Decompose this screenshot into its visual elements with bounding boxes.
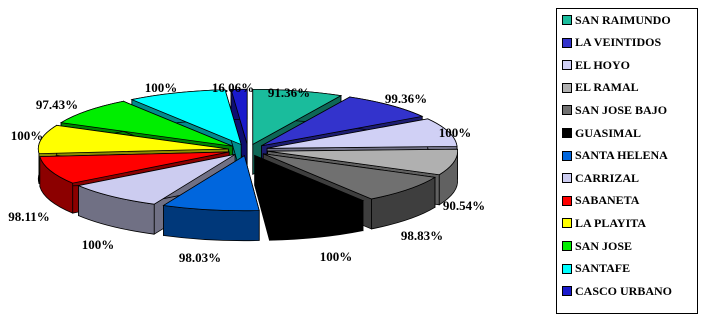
legend-label: EL HOYO bbox=[575, 57, 631, 72]
legend-item: SANTAFE bbox=[562, 261, 630, 277]
data-label: 100% bbox=[145, 80, 178, 95]
data-label: 98.11% bbox=[8, 209, 50, 224]
legend-label: EL RAMAL bbox=[575, 80, 639, 95]
data-label: 100% bbox=[320, 249, 353, 264]
legend-item: EL HOYO bbox=[562, 57, 630, 73]
legend-item: EL RAMAL bbox=[562, 80, 639, 96]
legend-label: CASCO URBANO bbox=[575, 283, 673, 298]
data-label: 100% bbox=[82, 237, 115, 252]
legend-swatch bbox=[562, 82, 572, 93]
legend-label: SAN JOSE bbox=[575, 238, 633, 253]
data-label: 98.03% bbox=[179, 250, 221, 265]
pie-slice-guasimal bbox=[254, 154, 365, 241]
data-label: 90.54% bbox=[443, 198, 485, 213]
data-label: 99.36% bbox=[385, 91, 427, 106]
legend-swatch bbox=[562, 173, 572, 184]
data-label: 100% bbox=[11, 128, 44, 143]
legend-swatch bbox=[562, 195, 572, 206]
legend-item: SAN JOSE BAJO bbox=[562, 102, 667, 118]
legend-item: GUASIMAL bbox=[562, 125, 641, 141]
legend-swatch bbox=[562, 263, 572, 274]
legend-swatch bbox=[562, 150, 572, 161]
legend-item: SANTA HELENA bbox=[562, 148, 668, 164]
legend-item: CARRIZAL bbox=[562, 170, 639, 186]
legend-item: SAN JOSE bbox=[562, 238, 632, 254]
legend-item: CASCO URBANO bbox=[562, 283, 672, 299]
legend-label: SABANETA bbox=[575, 193, 640, 208]
legend-swatch bbox=[562, 241, 572, 251]
legend-item: SABANETA bbox=[562, 193, 639, 209]
data-label: 98.83% bbox=[401, 228, 443, 243]
legend-swatch bbox=[562, 15, 572, 25]
data-label: 100% bbox=[439, 125, 472, 140]
legend-label: SANTA HELENA bbox=[575, 148, 668, 163]
legend: SAN RAIMUNDO LA VEINTIDOS EL HOYO EL RAMAL S… bbox=[556, 8, 698, 314]
legend-item: LA VEINTIDOS bbox=[562, 35, 661, 51]
data-label: 97.43% bbox=[36, 97, 78, 112]
legend-swatch bbox=[562, 37, 572, 48]
legend-label: LA VEINTIDOS bbox=[575, 35, 662, 50]
legend-label: SAN JOSE BAJO bbox=[575, 102, 668, 117]
pie-chart: 91.36% 99.36% 100% 90.54%98.83% 100% 98.03% 10… bbox=[8, 80, 485, 265]
data-label: 91.36% bbox=[268, 85, 310, 100]
legend-swatch bbox=[562, 286, 572, 297]
legend-label: SAN RAIMUNDO bbox=[575, 12, 671, 27]
legend-label: SANTAFE bbox=[575, 261, 631, 276]
legend-label: GUASIMAL bbox=[575, 125, 642, 140]
pie-slice-casco-urbano bbox=[230, 88, 248, 175]
legend-item: SAN RAIMUNDO bbox=[562, 12, 671, 28]
legend-swatch bbox=[562, 60, 572, 71]
legend-item: LA PLAYITA bbox=[562, 215, 646, 231]
legend-swatch bbox=[562, 105, 572, 116]
legend-label: CARRIZAL bbox=[575, 170, 640, 185]
pie-slice-santa-helena bbox=[162, 154, 260, 242]
legend-swatch bbox=[562, 128, 572, 138]
data-label: 16.06% bbox=[212, 80, 254, 95]
legend-label: LA PLAYITA bbox=[575, 215, 647, 230]
legend-swatch bbox=[562, 218, 572, 229]
